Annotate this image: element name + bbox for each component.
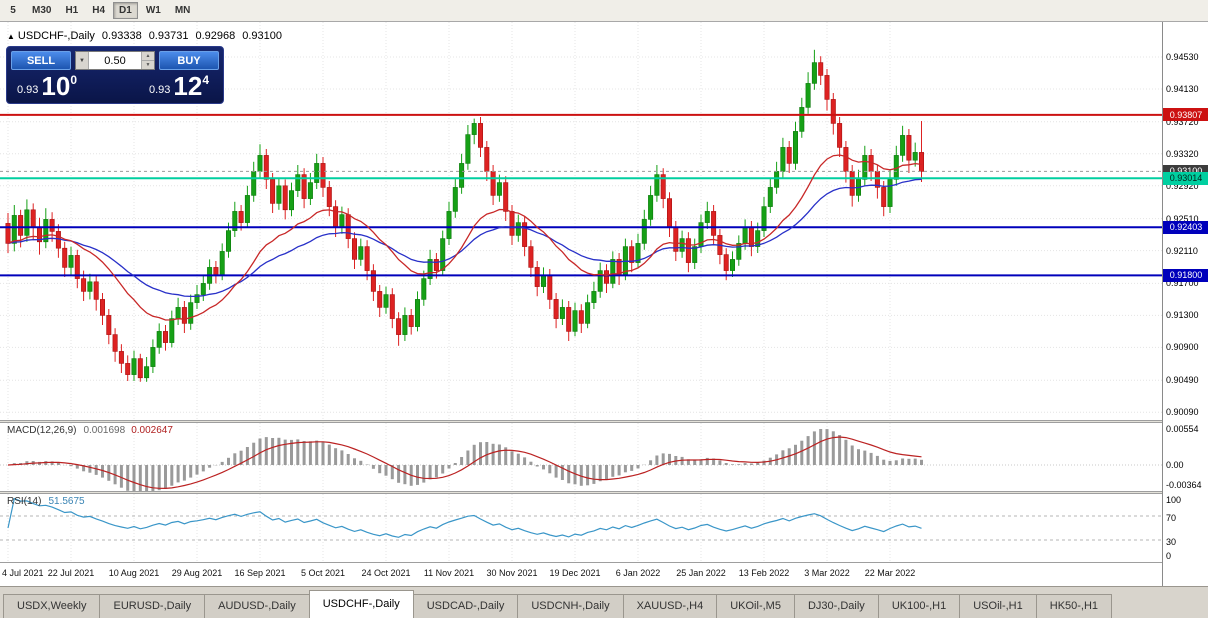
tab-uk100-h1[interactable]: UK100-,H1 xyxy=(877,594,961,618)
price-tick: 0.94530 xyxy=(1166,52,1199,63)
tab-usdchf-daily[interactable]: USDCHF-,Daily xyxy=(308,590,414,618)
price-tick: 0.92510 xyxy=(1166,213,1199,224)
macd-tick: 0.00 xyxy=(1166,460,1184,470)
period-button-h1[interactable]: H1 xyxy=(65,5,79,16)
buy-price: 0.93 12 4 xyxy=(148,71,209,101)
chart-ohlc-header: ▲ USDCHF-,Daily 0.93338 0.93731 0.92968 0.931… xyxy=(7,30,282,42)
date-label: 19 Dec 2021 xyxy=(549,568,601,578)
rsi-tick: 30 xyxy=(1166,537,1177,547)
date-label: 4 Jul 2021 xyxy=(2,568,44,578)
price-tick: 0.92920 xyxy=(1166,180,1199,191)
price-tick: 0.93320 xyxy=(1166,148,1199,159)
macd-tick: -0.00364 xyxy=(1166,480,1202,490)
chart-tab-bar: USDX,Weekly EURUSD-,Daily AUDUSD-,Daily USD… xyxy=(0,586,1208,618)
volume-stepper[interactable]: ▼ 0.50 ▲ ▼ xyxy=(75,51,155,70)
rsi-header: RSI(14) 51.5675 xyxy=(7,496,85,507)
date-label: 16 Sep 2021 xyxy=(234,568,286,578)
ohlc-close: 0.93100 xyxy=(242,30,282,42)
macd-header: MACD(12,26,9) 0.001698 0.002647 xyxy=(7,425,173,436)
price-marker-0.92403: 0.92403 xyxy=(1163,220,1208,234)
price-chart-canvas[interactable] xyxy=(0,22,1162,420)
macd-pane[interactable]: MACD(12,26,9) 0.001698 0.002647 xyxy=(0,423,1162,491)
price-tick: 0.91300 xyxy=(1166,310,1199,321)
sell-price: 0.93 10 0 xyxy=(17,71,78,101)
price-marker-0.93807: 0.93807 xyxy=(1163,108,1208,122)
time-axis[interactable]: 4 Jul 2021 22 Jul 2021 10 Aug 2021 29 Aug 2… xyxy=(0,562,1162,586)
rsi-tick: 0 xyxy=(1166,551,1172,561)
ohlc-open: 0.93338 xyxy=(101,30,142,42)
tab-usdcnh-daily[interactable]: USDCNH-,Daily xyxy=(517,594,624,618)
tab-eurusd-daily[interactable]: EURUSD-,Daily xyxy=(99,594,206,618)
ohlc-low: 0.92968 xyxy=(195,30,236,42)
date-label: 22 Mar 2022 xyxy=(864,568,916,578)
price-axis[interactable]: 0.94530 0.94130 0.93720 0.93320 0.92920 0.925… xyxy=(1162,22,1208,586)
period-button-d1[interactable]: D1 xyxy=(113,2,138,19)
date-label: 29 Aug 2021 xyxy=(171,568,223,578)
tab-dj30-daily[interactable]: DJ30-,Daily xyxy=(793,594,879,618)
macd-tick: 0.00554 xyxy=(1166,424,1199,434)
chart-symbol-label: USDCHF-,Daily xyxy=(17,30,95,42)
tab-hk50-h1[interactable]: HK50-,H1 xyxy=(1035,594,1113,618)
tab-usdcad-daily[interactable]: USDCAD-,Daily xyxy=(412,594,519,618)
tab-ukoil-m5[interactable]: UKOil-,M5 xyxy=(716,594,795,618)
price-tick: 0.94130 xyxy=(1166,84,1199,95)
pane-separator[interactable] xyxy=(0,491,1162,494)
price-tick: 0.92110 xyxy=(1166,245,1198,256)
date-label: 13 Feb 2022 xyxy=(738,568,790,578)
date-label: 10 Aug 2021 xyxy=(108,568,160,578)
price-marker-0.93014: 0.93014 xyxy=(1163,171,1208,185)
rsi-pane[interactable]: RSI(14) 51.5675 xyxy=(0,494,1162,562)
period-button-w1[interactable]: W1 xyxy=(145,5,161,16)
period-button-m30[interactable]: M30 xyxy=(32,5,52,16)
price-marker-0.91800: 0.91800 xyxy=(1163,268,1208,282)
volume-dropdown-button[interactable]: ▼ xyxy=(76,52,89,69)
tab-usoil-h1[interactable]: USOil-,H1 xyxy=(959,594,1037,618)
pane-separator[interactable] xyxy=(0,420,1162,423)
volume-down-button[interactable]: ▼ xyxy=(142,61,154,69)
price-tick: 0.93720 xyxy=(1166,116,1199,127)
date-label: 3 Mar 2022 xyxy=(804,568,850,578)
rsi-tick: 70 xyxy=(1166,513,1177,523)
sell-button[interactable]: SELL xyxy=(11,51,71,70)
ohlc-high: 0.93731 xyxy=(148,30,189,42)
rsi-canvas[interactable] xyxy=(0,494,1162,562)
tab-usdx-weekly[interactable]: USDX,Weekly xyxy=(3,594,101,618)
macd-canvas[interactable] xyxy=(0,423,1162,491)
date-label: 24 Oct 2021 xyxy=(361,568,411,578)
tab-xauusd-h4[interactable]: XAUUSD-,H4 xyxy=(622,594,718,618)
chart-window: ▲ USDCHF-,Daily 0.93338 0.93731 0.92968 0.931… xyxy=(0,22,1208,586)
rsi-tick: 100 xyxy=(1166,495,1182,505)
volume-value[interactable]: 0.50 xyxy=(104,54,126,67)
period-button-h4[interactable]: H4 xyxy=(92,5,106,16)
buy-button[interactable]: BUY xyxy=(159,51,219,70)
period-button-mn[interactable]: MN xyxy=(174,5,191,16)
date-label: 25 Jan 2022 xyxy=(676,568,726,578)
period-button-5[interactable]: 5 xyxy=(10,5,16,16)
date-label: 22 Jul 2021 xyxy=(47,568,95,578)
date-label: 6 Jan 2022 xyxy=(615,568,661,578)
volume-up-button[interactable]: ▲ xyxy=(142,52,154,61)
price-tick: 0.90090 xyxy=(1166,407,1199,418)
date-label: 5 Oct 2021 xyxy=(300,568,346,578)
date-label: 30 Nov 2021 xyxy=(486,568,538,578)
price-tick: 0.90490 xyxy=(1166,375,1199,386)
one-click-trading-panel: SELL ▼ 0.50 ▲ ▼ BUY 0.9 xyxy=(6,46,224,104)
one-click-collapse-icon[interactable]: ▲ xyxy=(7,32,15,41)
price-pane[interactable]: ▲ USDCHF-,Daily 0.93338 0.93731 0.92968 0.931… xyxy=(0,22,1162,420)
price-tick: 0.90900 xyxy=(1166,342,1199,353)
date-label: 11 Nov 2021 xyxy=(423,568,475,578)
timeframe-toolbar: 5 M30 H1 H4 D1 W1 MN xyxy=(0,0,1208,22)
plot-column: ▲ USDCHF-,Daily 0.93338 0.93731 0.92968 0.931… xyxy=(0,22,1162,586)
price-tick: 0.91700 xyxy=(1166,278,1199,289)
tab-audusd-daily[interactable]: AUDUSD-,Daily xyxy=(204,594,310,618)
